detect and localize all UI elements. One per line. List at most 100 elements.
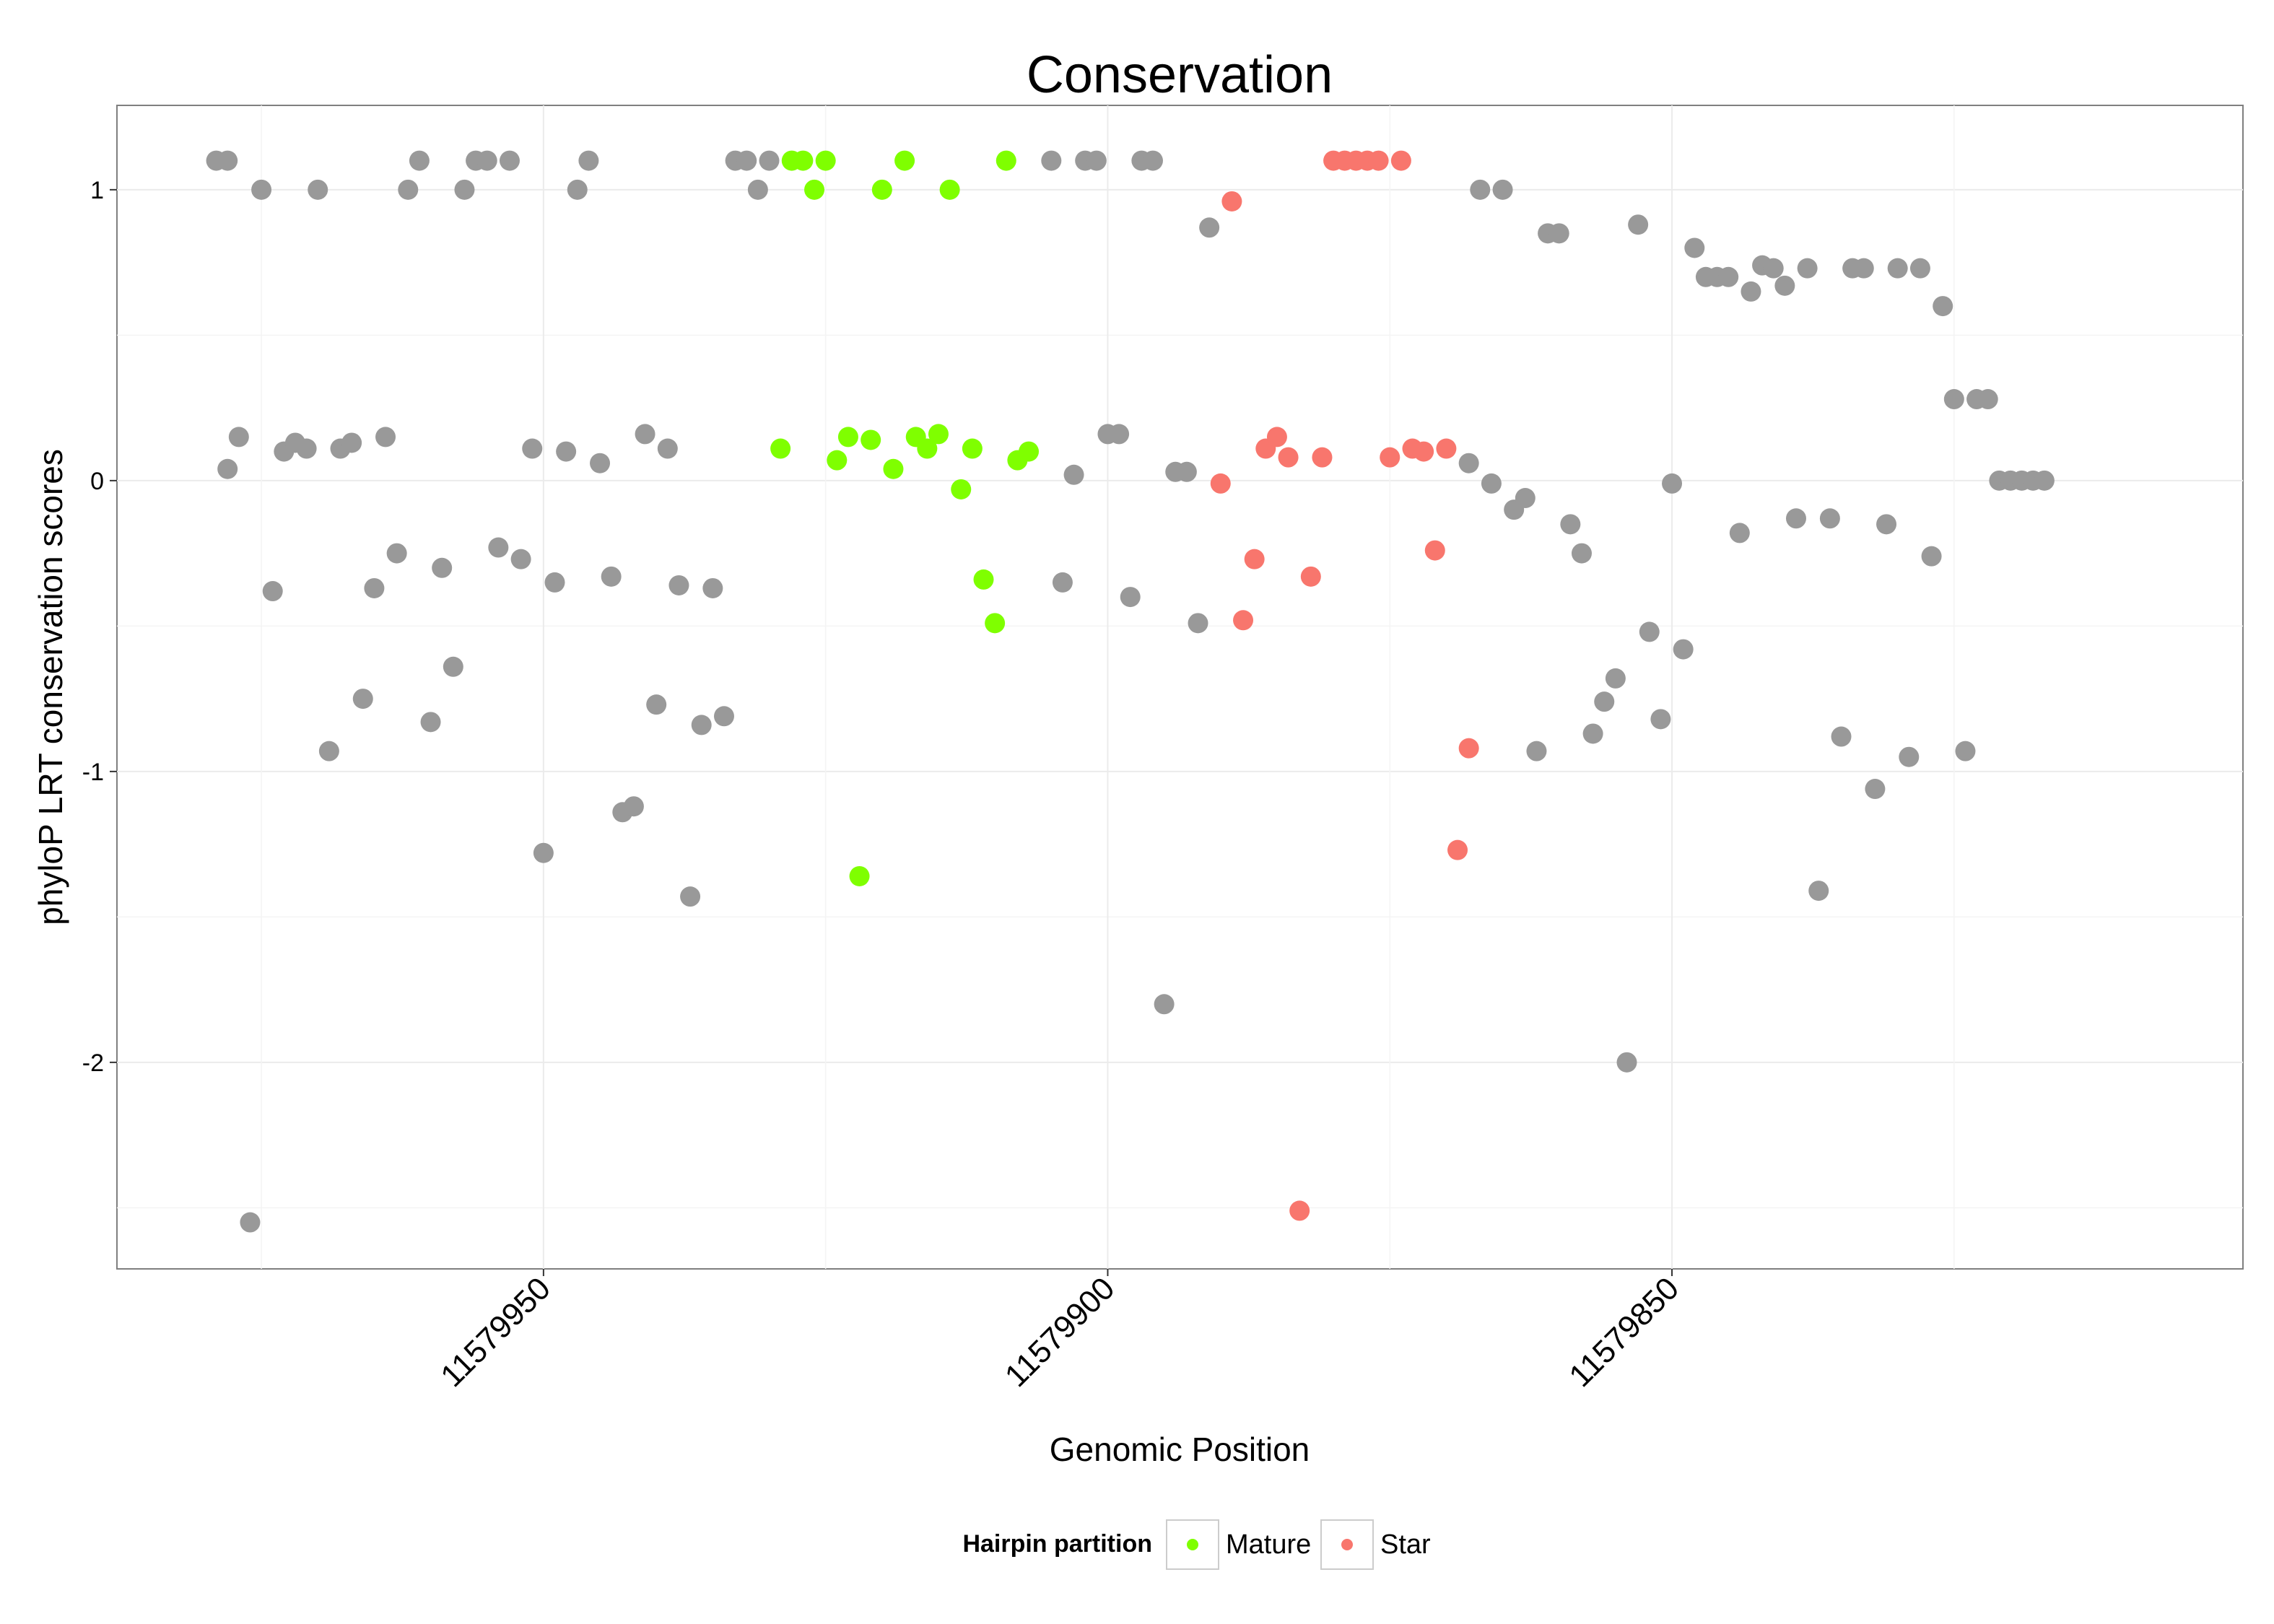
chart-title: Conservation <box>1027 46 1333 104</box>
data-point-mature <box>894 150 915 171</box>
x-axis-title: Genomic Position <box>1050 1431 1310 1468</box>
data-point-other <box>635 424 655 445</box>
data-point-other <box>601 566 622 587</box>
data-point-other <box>1741 281 1761 302</box>
data-point-star <box>1436 438 1457 459</box>
data-point-other <box>1943 389 1964 410</box>
data-point-other <box>1515 488 1535 509</box>
data-point-other <box>1673 639 1694 660</box>
data-point-other <box>318 741 339 761</box>
data-point-mature <box>849 865 870 886</box>
data-point-other <box>1086 150 1107 171</box>
data-point-other <box>1909 258 1930 279</box>
data-point-other <box>1977 389 1998 410</box>
data-point-other <box>1582 723 1603 744</box>
data-point-other <box>657 438 678 459</box>
legend-label-star: Star <box>1380 1529 1431 1560</box>
data-point-other <box>1154 994 1175 1015</box>
data-point-other <box>1955 741 1976 761</box>
data-point-mature <box>883 458 904 479</box>
data-points <box>206 150 2055 1233</box>
data-point-other <box>1763 258 1784 279</box>
data-point-other <box>1628 214 1649 235</box>
data-point-mature <box>770 438 791 459</box>
data-point-mature <box>962 438 983 459</box>
data-point-star <box>1266 427 1287 448</box>
data-point-other <box>1548 223 1569 244</box>
data-point-other <box>691 715 712 735</box>
data-point-other <box>352 689 373 710</box>
data-point-other <box>364 577 385 598</box>
data-point-other <box>533 842 554 863</box>
data-point-mature <box>985 613 1006 634</box>
data-point-mature <box>804 179 825 200</box>
data-point-mature <box>871 179 892 200</box>
data-point-mature <box>951 479 972 499</box>
data-point-other <box>747 179 768 200</box>
data-point-other <box>1865 779 1886 800</box>
data-point-other <box>454 179 475 200</box>
data-point-other <box>217 150 238 171</box>
data-point-other <box>522 438 543 459</box>
data-point-star <box>1300 566 1321 587</box>
data-point-other <box>1853 258 1874 279</box>
data-point-other <box>590 453 611 473</box>
data-point-other <box>556 441 577 462</box>
data-point-other <box>713 706 734 727</box>
data-point-other <box>432 557 453 578</box>
data-point-other <box>308 179 328 200</box>
legend-key-star <box>1341 1539 1353 1550</box>
data-point-other <box>375 427 396 448</box>
data-point-mature <box>917 438 938 459</box>
data-point-other <box>544 572 565 593</box>
y-tick-label: -1 <box>82 759 104 786</box>
data-point-other <box>409 150 430 171</box>
data-point-other <box>386 543 407 564</box>
data-point-other <box>217 458 238 479</box>
data-point-mature <box>1019 441 1040 462</box>
data-point-other <box>759 150 780 171</box>
data-point-mature <box>827 450 848 471</box>
plot-panel <box>116 105 2244 1270</box>
data-point-other <box>1605 668 1626 689</box>
data-point-other <box>1684 237 1705 258</box>
data-point-mature <box>861 429 881 450</box>
data-point-star <box>1221 191 1242 211</box>
data-point-other <box>623 796 644 817</box>
data-point-other <box>240 1212 261 1233</box>
data-point-other <box>578 150 599 171</box>
data-point-other <box>1109 424 1130 445</box>
data-point-mature <box>996 150 1016 171</box>
data-point-other <box>1933 296 1953 317</box>
data-point-other <box>1458 453 1479 473</box>
x-tick-label: 11579850 <box>1562 1270 1686 1394</box>
data-point-other <box>1899 746 1920 767</box>
data-point-other <box>420 712 441 733</box>
legend-label-mature: Mature <box>1226 1529 1311 1560</box>
data-point-other <box>1808 881 1829 902</box>
data-point-other <box>2034 470 2055 491</box>
data-point-other <box>1176 461 1197 482</box>
data-point-other <box>1199 217 1220 238</box>
data-point-other <box>1063 464 1084 485</box>
data-point-other <box>499 150 520 171</box>
data-point-other <box>1831 726 1852 747</box>
data-point-star <box>1233 610 1254 631</box>
data-point-mature <box>793 150 814 171</box>
data-point-star <box>1458 738 1479 759</box>
data-point-star <box>1244 549 1265 569</box>
data-point-other <box>341 432 362 453</box>
y-axis-title: phyloP LRT conservation scores <box>32 449 69 925</box>
data-point-mature <box>928 424 949 445</box>
data-point-other <box>736 150 757 171</box>
data-point-other <box>1650 709 1671 730</box>
data-point-other <box>1876 514 1897 535</box>
data-point-other <box>1560 514 1581 535</box>
data-point-mature <box>939 179 960 200</box>
legend: Hairpin partition Mature Star <box>962 1519 1431 1570</box>
data-point-mature <box>837 427 858 448</box>
data-point-other <box>1921 546 1942 567</box>
data-point-star <box>1210 473 1231 494</box>
data-point-other <box>1616 1052 1637 1073</box>
